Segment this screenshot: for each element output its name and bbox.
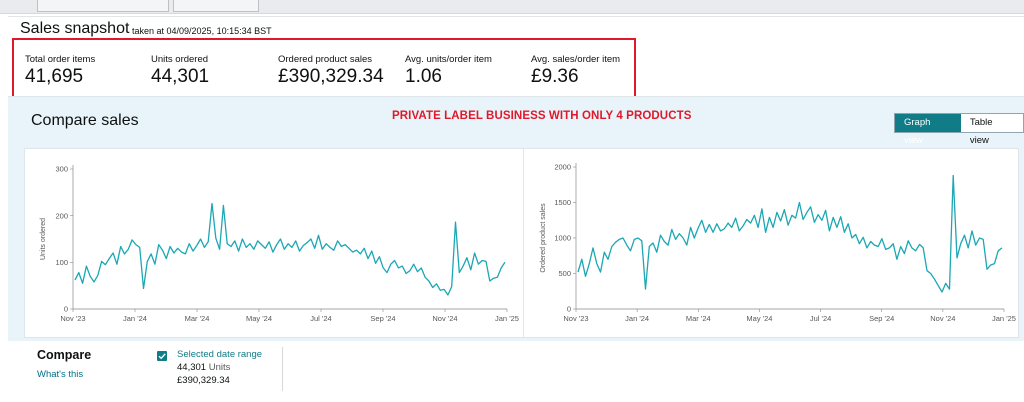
view-toggle: Graph view Table view <box>894 113 1024 146</box>
metric-avg-units-per-order-item: Avg. units/order item 1.06 <box>405 54 492 88</box>
snapshot-title: Sales snapshot <box>20 20 130 37</box>
x-tick-label: Mar '24 <box>686 314 711 323</box>
y-tick-label: 1500 <box>554 198 571 207</box>
y-tick-label: 0 <box>64 305 68 314</box>
units-suffix: Units <box>208 362 231 373</box>
units-value: 44,301 <box>177 362 207 373</box>
x-tick-label: Jan '25 <box>992 314 1016 323</box>
graph-view-button[interactable]: Graph view <box>895 114 961 146</box>
metric-total-order-items: Total order items 41,695 <box>25 54 95 88</box>
y-tick-label: 100 <box>55 258 68 267</box>
whats-this-link[interactable]: What's this <box>37 369 84 380</box>
selected-date-range-label: Selected date range <box>177 349 263 360</box>
x-tick-label: Nov '23 <box>563 314 588 323</box>
x-tick-label: Sep '24 <box>869 314 894 323</box>
toolbar-button[interactable] <box>173 0 259 12</box>
compare-sales-title: Compare sales <box>31 112 139 129</box>
metric-label: Total order items <box>25 54 96 65</box>
selected-date-range-checkbox[interactable] <box>157 351 167 361</box>
y-tick-label: 2000 <box>554 163 571 172</box>
metric-value: 1.06 <box>405 66 442 87</box>
metric-avg-sales-per-order-item: Avg. sales/order item £9.36 <box>531 54 620 88</box>
metric-label: Avg. sales/order item <box>531 54 621 65</box>
metric-value: 44,301 <box>151 66 210 87</box>
metric-value: £390,329.34 <box>278 66 384 87</box>
annotation-text: PRIVATE LABEL BUSINESS WITH ONLY 4 PRODU… <box>392 110 692 122</box>
snapshot-timestamp: taken at 04/09/2025, 10:15:34 BST <box>132 26 272 36</box>
metric-label: Avg. units/order item <box>405 54 492 65</box>
top-toolbar <box>0 0 1024 14</box>
divider <box>282 347 283 391</box>
y-axis-label: Ordered product sales <box>540 203 547 273</box>
selected-range-sales: £390,329.34 <box>177 375 230 386</box>
x-tick-label: Jul '24 <box>310 314 331 323</box>
toolbar-button[interactable] <box>37 0 169 12</box>
x-tick-label: Nov '24 <box>930 314 955 323</box>
ordered-product-sales-chart: 0 500 1000 1500 2000 Ordered product sales Nov… <box>523 148 1019 338</box>
x-tick-label: Jan '24 <box>123 314 147 323</box>
metric-units-ordered: Units ordered 44,301 <box>151 54 209 88</box>
y-tick-label: 0 <box>567 305 571 314</box>
x-tick-label: Mar '24 <box>185 314 210 323</box>
compare-heading: Compare <box>37 348 92 362</box>
x-tick-label: Nov '23 <box>60 314 85 323</box>
series-line <box>74 202 506 296</box>
metric-value: £9.36 <box>531 66 579 87</box>
y-tick-label: 200 <box>55 211 68 220</box>
units-ordered-chart: 0 100 200 300 Units ordered Nov '23 Jan '24 Mar… <box>24 148 524 338</box>
metric-label: Ordered product sales <box>278 54 372 65</box>
x-tick-label: May '24 <box>246 314 272 323</box>
y-tick-label: 300 <box>55 165 68 174</box>
highlight-box <box>12 38 636 98</box>
selected-range-units: 44,301 Units <box>177 362 230 373</box>
sales-snapshot-panel <box>8 16 1024 97</box>
metric-ordered-product-sales: Ordered product sales £390,329.34 <box>278 54 384 88</box>
metric-value: 41,695 <box>25 66 84 87</box>
ordered-product-sales-chart-svg: 0 500 1000 1500 2000 Ordered product sales Nov… <box>540 163 1016 323</box>
y-tick-label: 500 <box>558 269 571 278</box>
metric-label: Units ordered <box>151 54 209 65</box>
series-line <box>577 174 1003 293</box>
x-tick-label: May '24 <box>746 314 772 323</box>
table-view-button[interactable]: Table view <box>969 117 993 146</box>
y-tick-label: 1000 <box>554 234 571 243</box>
units-ordered-chart-svg: 0 100 200 300 Units ordered Nov '23 Jan '24 Mar… <box>40 165 519 323</box>
y-axis-label: Units ordered <box>40 218 47 260</box>
x-tick-label: Sep '24 <box>370 314 395 323</box>
x-tick-label: Nov '24 <box>432 314 457 323</box>
x-tick-label: Jan '24 <box>625 314 649 323</box>
x-tick-label: Jul '24 <box>810 314 831 323</box>
compare-footer <box>0 341 1024 402</box>
checkmark-icon <box>158 353 166 360</box>
x-tick-label: Jan '25 <box>495 314 519 323</box>
